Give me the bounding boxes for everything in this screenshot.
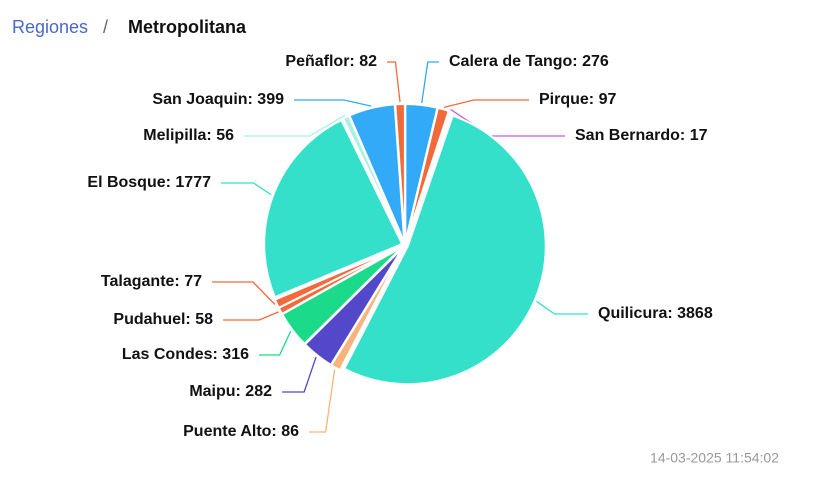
data-label: Calera de Tango: 276 [449,53,609,70]
leader-line [221,182,272,196]
pie-slice [394,103,406,243]
pie-slice [263,118,404,299]
leader-line [536,300,588,315]
data-label: Melipilla: 56 [143,127,234,144]
pie-slice [273,245,403,310]
data-label: Pirque: 97 [539,91,616,108]
leader-line [223,311,279,321]
leader-line [387,61,401,103]
timestamp: 14-03-2025 11:54:02 [650,450,779,466]
pie-slice [342,114,547,386]
data-label: Las Condes: 316 [122,346,249,363]
data-label: San Bernardo: 17 [575,127,708,144]
breadcrumb-separator: / [103,17,108,37]
leader-line [244,114,346,137]
data-label: Puente Alto: 86 [183,423,299,440]
leader-line [421,61,439,104]
leader-line [282,356,317,393]
leader-line [309,369,336,433]
leader-line [443,99,529,109]
leader-line [259,330,292,356]
breadcrumb-current: Metropolitana [128,17,247,37]
data-label: Maipu: 282 [189,383,272,400]
leader-line [212,281,276,305]
leader-line [294,99,372,107]
data-label: El Bosque: 1777 [87,174,211,191]
data-label: Peñaflor: 82 [285,53,377,70]
data-label: Pudahuel: 58 [113,311,213,328]
data-label: San Joaquin: 399 [152,91,284,108]
breadcrumb-link[interactable]: Regiones [12,17,88,37]
data-label: Quilicura: 3868 [598,305,713,322]
pie-chart: Calera de Tango: 276 Pirque: 97 San Bernar… [87,53,712,440]
data-label: Talagante: 77 [101,273,202,290]
pie-slice [405,109,453,243]
